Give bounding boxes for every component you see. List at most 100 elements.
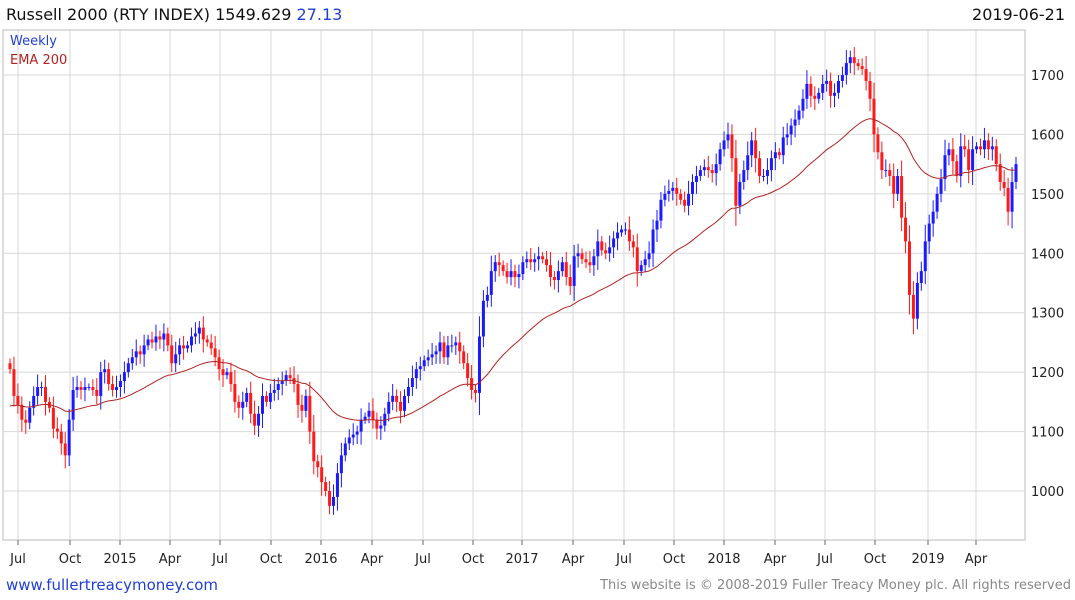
x-tick-label: Apr bbox=[159, 552, 182, 567]
candle-down bbox=[568, 277, 572, 286]
x-tick-label: 2018 bbox=[707, 552, 740, 567]
copyright-text: This website is © 2008-2019 Fuller Treac… bbox=[600, 578, 1071, 593]
candle-down bbox=[872, 98, 876, 135]
candle-down bbox=[1002, 181, 1006, 188]
candle-up bbox=[485, 294, 489, 301]
candle-up bbox=[477, 336, 481, 393]
candle-up bbox=[805, 83, 809, 99]
candle-up bbox=[367, 410, 371, 417]
candle-down bbox=[375, 419, 379, 429]
candle-up bbox=[146, 339, 150, 346]
candle-down bbox=[474, 389, 478, 393]
candle-up bbox=[418, 366, 422, 370]
candle-up bbox=[722, 140, 726, 150]
candle-down bbox=[856, 63, 860, 67]
candle-down bbox=[213, 348, 217, 358]
candle-down bbox=[829, 80, 833, 96]
candle-down bbox=[860, 66, 864, 70]
candle-up bbox=[509, 271, 513, 278]
candle-up bbox=[446, 345, 450, 358]
candle-down bbox=[300, 404, 304, 411]
candle-down bbox=[730, 134, 734, 159]
candle-down bbox=[170, 345, 174, 364]
x-tick-label: Jul bbox=[615, 552, 632, 567]
candle-up bbox=[83, 387, 87, 390]
candle-up bbox=[560, 262, 564, 272]
candle-down bbox=[963, 146, 967, 150]
candle-up bbox=[438, 342, 442, 352]
candle-down bbox=[44, 387, 48, 402]
candle-down bbox=[552, 277, 556, 281]
candle-down bbox=[683, 199, 687, 206]
candle-down bbox=[395, 395, 399, 402]
candle-up bbox=[931, 211, 935, 224]
candle-down bbox=[308, 395, 312, 432]
candle-down bbox=[201, 327, 205, 340]
candle-up bbox=[284, 375, 288, 382]
candle-down bbox=[505, 271, 509, 278]
candle-up bbox=[647, 253, 651, 260]
candle-down bbox=[182, 345, 186, 349]
candle-down bbox=[777, 152, 781, 156]
candle-down bbox=[12, 369, 16, 396]
candle-down bbox=[501, 265, 505, 272]
candle-up bbox=[450, 345, 454, 347]
candle-up bbox=[840, 75, 844, 81]
legend-weekly: Weekly bbox=[10, 34, 57, 49]
candle-down bbox=[217, 357, 221, 370]
candle-down bbox=[679, 193, 683, 200]
candle-up bbox=[935, 193, 939, 212]
candle-up bbox=[434, 351, 438, 355]
candle-down bbox=[911, 294, 915, 319]
candle-up bbox=[75, 387, 79, 390]
candle-down bbox=[627, 229, 631, 242]
candle-up bbox=[225, 372, 229, 376]
candle-down bbox=[253, 413, 257, 426]
candle-up bbox=[659, 199, 663, 221]
candle-down bbox=[24, 419, 28, 423]
candle-down bbox=[868, 80, 872, 99]
x-tick-label: Oct bbox=[59, 552, 81, 567]
candle-up bbox=[651, 229, 655, 254]
candle-down bbox=[758, 158, 762, 177]
x-tick-label: Jul bbox=[414, 552, 431, 567]
x-tick-label: Apr bbox=[764, 552, 787, 567]
candle-up bbox=[355, 431, 359, 435]
candle-up bbox=[245, 392, 249, 402]
candle-down bbox=[462, 351, 466, 364]
ema-200-line bbox=[9, 118, 1017, 421]
candle-up bbox=[769, 158, 773, 171]
candle-up bbox=[134, 351, 138, 358]
candle-down bbox=[466, 363, 470, 379]
candle-up bbox=[391, 395, 395, 402]
candle-up bbox=[403, 395, 407, 411]
website-link[interactable]: www.fullertreacymoney.com bbox=[6, 576, 219, 594]
candle-up bbox=[836, 80, 840, 93]
candle-down bbox=[967, 149, 971, 171]
candle-up bbox=[667, 190, 671, 194]
candle-up bbox=[178, 345, 182, 355]
candle-down bbox=[986, 140, 990, 150]
candle-up bbox=[359, 419, 363, 432]
candle-up bbox=[726, 134, 730, 141]
candle-down bbox=[91, 387, 95, 390]
candle-up bbox=[142, 345, 146, 355]
candle-up bbox=[884, 170, 888, 172]
candle-down bbox=[904, 217, 908, 242]
candle-down bbox=[529, 259, 533, 263]
x-tick-label: 2019 bbox=[911, 552, 944, 567]
candle-down bbox=[710, 170, 714, 174]
candle-down bbox=[8, 363, 12, 370]
candle-up bbox=[260, 395, 264, 414]
candle-up bbox=[387, 401, 391, 414]
candle-down bbox=[229, 372, 233, 385]
candle-up bbox=[616, 232, 620, 239]
candle-up bbox=[623, 229, 627, 231]
candle-up bbox=[193, 333, 197, 337]
candle-up bbox=[943, 155, 947, 180]
candle-up bbox=[919, 271, 923, 284]
candle-down bbox=[955, 161, 959, 177]
y-tick-label: 1300 bbox=[1031, 307, 1064, 322]
candle-up bbox=[612, 238, 616, 248]
candle-down bbox=[371, 410, 375, 420]
